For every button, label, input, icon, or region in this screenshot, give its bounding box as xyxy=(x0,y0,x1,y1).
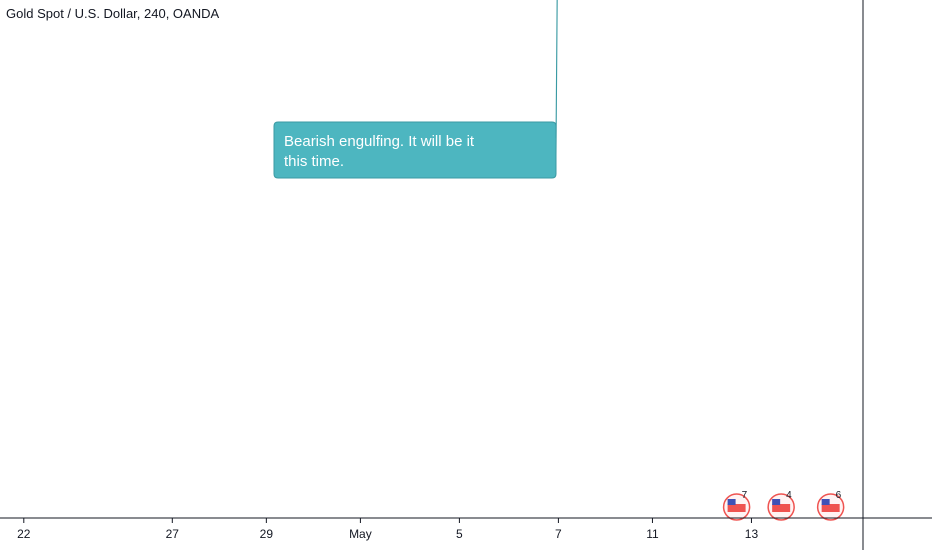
time-tick-label: 22 xyxy=(17,527,31,541)
callout-text-line: this time. xyxy=(284,153,344,170)
event-badge[interactable]: 6 xyxy=(816,490,845,521)
chart-title: Gold Spot / U.S. Dollar, 240, OANDA xyxy=(6,6,220,21)
callout-text-line: Bearish engulfing. It will be it xyxy=(284,133,475,150)
time-tick-label: 27 xyxy=(166,527,180,541)
time-tick-label: 29 xyxy=(260,527,274,541)
callout-bubble[interactable] xyxy=(273,0,628,179)
time-tick-label: 7 xyxy=(555,527,562,541)
event-badge-count: 4 xyxy=(786,490,792,501)
flag-icon-canton xyxy=(727,499,736,505)
flag-icon-canton xyxy=(821,499,830,505)
event-badges: 7 4 6 xyxy=(722,490,845,521)
event-badge[interactable]: 4 xyxy=(767,490,795,521)
flag-icon-stripe xyxy=(727,504,746,512)
event-badge-count: 6 xyxy=(836,490,842,501)
flag-icon-stripe xyxy=(821,504,840,512)
flag-icon-canton xyxy=(772,499,781,505)
flag-icon-stripe xyxy=(772,504,791,512)
time-tick-label: 11 xyxy=(646,527,659,541)
event-badge-count: 7 xyxy=(742,490,748,501)
time-tick-label: 13 xyxy=(745,527,759,541)
time-tick-label: May xyxy=(349,527,372,541)
time-tick-label: 5 xyxy=(456,527,463,541)
annotation-callout: Bearish engulfing. It will be it this tim… xyxy=(273,0,628,179)
event-badge[interactable]: 7 xyxy=(722,490,751,521)
